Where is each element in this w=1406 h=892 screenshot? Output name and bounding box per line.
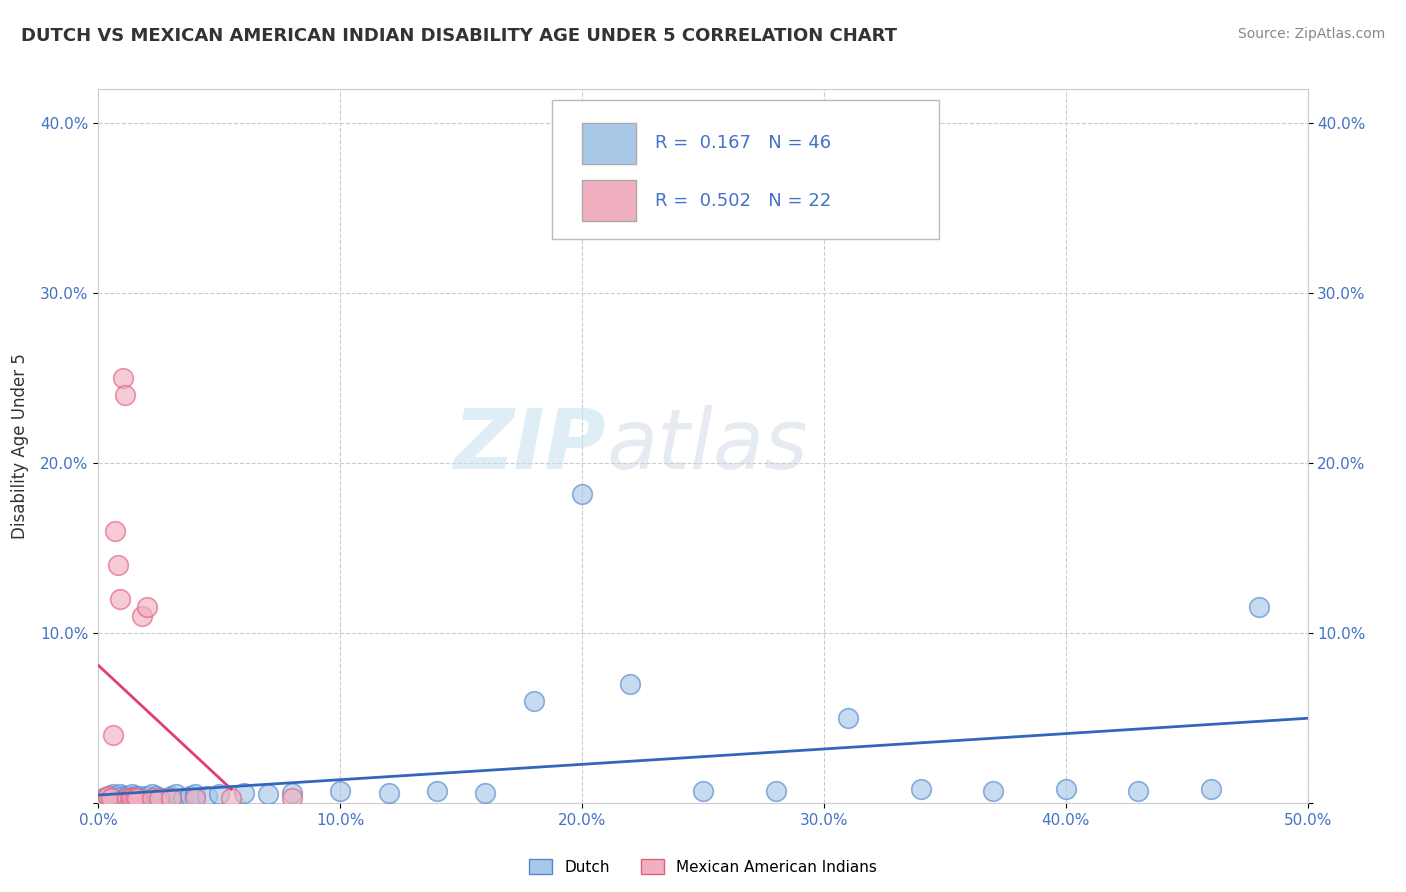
Point — [101, 787, 124, 801]
Point — [135, 789, 157, 803]
Point — [619, 677, 641, 691]
Point — [104, 789, 127, 803]
Point — [101, 728, 124, 742]
Point — [232, 786, 254, 800]
Point — [108, 591, 131, 606]
Point — [329, 784, 352, 798]
Point — [150, 790, 173, 805]
Point — [184, 790, 207, 805]
Point — [160, 789, 183, 803]
Point — [118, 790, 141, 805]
Point — [1249, 600, 1271, 615]
Point — [221, 790, 243, 805]
FancyBboxPatch shape — [582, 123, 637, 164]
Point — [100, 790, 122, 805]
FancyBboxPatch shape — [582, 180, 637, 221]
Point — [127, 790, 149, 805]
Point — [426, 784, 449, 798]
Point — [117, 790, 139, 805]
Point — [523, 694, 546, 708]
Point — [208, 787, 231, 801]
Point — [1199, 782, 1222, 797]
Point — [281, 786, 304, 800]
Point — [91, 790, 114, 805]
Point — [145, 789, 167, 803]
Point — [256, 787, 278, 801]
Point — [179, 789, 201, 803]
Point — [107, 790, 129, 805]
Point — [141, 787, 163, 801]
Point — [97, 789, 120, 803]
Point — [1128, 784, 1150, 798]
Point — [141, 790, 163, 805]
Point — [474, 786, 496, 800]
Point — [124, 790, 146, 805]
Point — [117, 789, 139, 803]
Point — [195, 789, 218, 803]
Point — [910, 782, 932, 797]
Point — [172, 790, 194, 805]
Point — [160, 790, 183, 805]
Point — [114, 790, 136, 805]
Text: DUTCH VS MEXICAN AMERICAN INDIAN DISABILITY AGE UNDER 5 CORRELATION CHART: DUTCH VS MEXICAN AMERICAN INDIAN DISABIL… — [21, 27, 897, 45]
Point — [135, 600, 157, 615]
Point — [121, 790, 143, 805]
Point — [111, 371, 134, 385]
Legend: Dutch, Mexican American Indians: Dutch, Mexican American Indians — [523, 853, 883, 880]
Text: R =  0.502   N = 22: R = 0.502 N = 22 — [655, 192, 831, 210]
Point — [131, 790, 153, 805]
Point — [131, 608, 153, 623]
Point — [94, 790, 117, 805]
Point — [124, 789, 146, 803]
Text: Source: ZipAtlas.com: Source: ZipAtlas.com — [1237, 27, 1385, 41]
Point — [981, 784, 1004, 798]
Text: R =  0.167   N = 46: R = 0.167 N = 46 — [655, 135, 831, 153]
Point — [128, 789, 150, 803]
Point — [148, 790, 170, 805]
Point — [100, 790, 122, 805]
Text: atlas: atlas — [606, 406, 808, 486]
Point — [281, 790, 304, 805]
Point — [1054, 782, 1077, 797]
Point — [127, 790, 149, 805]
Point — [121, 787, 143, 801]
Point — [837, 711, 859, 725]
Point — [165, 787, 187, 801]
Point — [765, 784, 787, 798]
Point — [97, 789, 120, 803]
Point — [118, 790, 141, 805]
Point — [692, 784, 714, 798]
Point — [107, 558, 129, 572]
Point — [571, 486, 593, 500]
Text: ZIP: ZIP — [454, 406, 606, 486]
Point — [104, 524, 127, 538]
Point — [111, 789, 134, 803]
Y-axis label: Disability Age Under 5: Disability Age Under 5 — [11, 353, 30, 539]
Point — [184, 787, 207, 801]
Point — [114, 388, 136, 402]
Point — [108, 787, 131, 801]
Point — [377, 786, 399, 800]
FancyBboxPatch shape — [551, 100, 939, 239]
